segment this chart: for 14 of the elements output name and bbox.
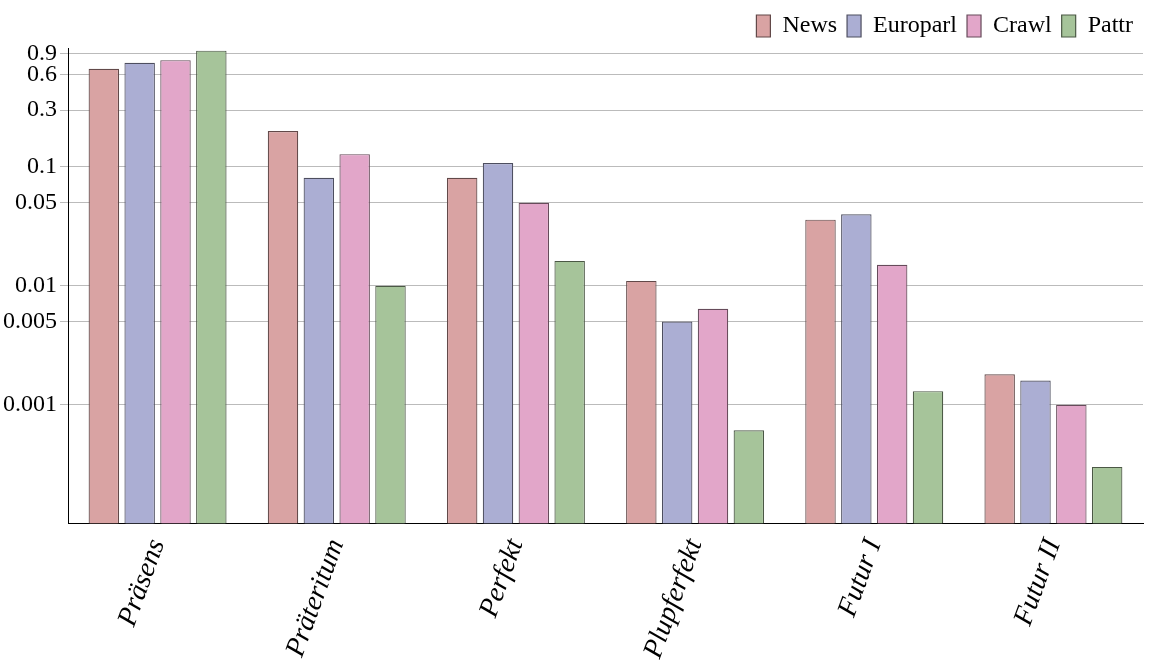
- y-tick-label: 0.05: [15, 187, 57, 214]
- y-tick-label: 0.01: [15, 271, 57, 298]
- x-tick-label: Futur II: [1005, 532, 1067, 630]
- y-tick-label: 0.1: [27, 152, 57, 179]
- legend-label: News: [782, 11, 838, 38]
- x-tick-label: Präsens: [109, 534, 171, 631]
- legend-label: Crawl: [993, 11, 1052, 38]
- x-tick-label: Perfekt: [471, 533, 529, 622]
- y-tick-label: 0.001: [3, 390, 57, 416]
- x-tick-label: Futur I: [829, 532, 888, 622]
- y-tick-label: 0.005: [3, 306, 57, 333]
- legend-label: Pattr: [1087, 11, 1134, 38]
- y-tick-label: 0.3: [27, 95, 57, 122]
- legend-label: Europarl: [873, 11, 958, 38]
